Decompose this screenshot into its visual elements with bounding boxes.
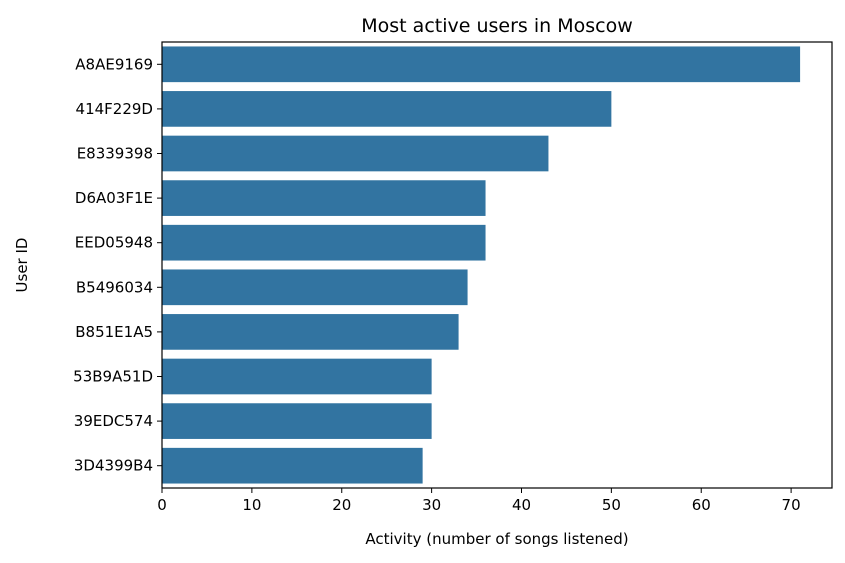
x-axis: 0 10 20 30 40 50 60 70	[157, 488, 801, 514]
x-tick-label: 50	[602, 496, 621, 514]
bar-D6A03F1E	[162, 180, 486, 216]
bar-A8AE9169	[162, 46, 801, 83]
bar-39EDC574	[162, 403, 432, 439]
y-tick-label: 3D4399B4	[74, 457, 153, 475]
y-tick-label: 414F229D	[76, 100, 153, 118]
y-tick-label: A8AE9169	[75, 55, 153, 73]
y-tick-label: B5496034	[76, 278, 153, 296]
bars-group	[162, 46, 801, 484]
y-axis-label: User ID	[13, 238, 31, 293]
x-tick-label: 20	[332, 496, 351, 514]
x-tick-label: 10	[242, 496, 261, 514]
x-tick-label: 30	[422, 496, 441, 514]
x-tick-label: 40	[512, 496, 531, 514]
x-tick-label: 70	[782, 496, 801, 514]
x-tick-label: 60	[692, 496, 711, 514]
bar-B5496034	[162, 269, 468, 306]
y-tick-label: D6A03F1E	[75, 189, 153, 207]
x-axis-label: Activity (number of songs listened)	[365, 530, 628, 548]
y-tick-label: E8339398	[77, 145, 153, 163]
chart-title: Most active users in Moscow	[361, 15, 632, 37]
bar-414F229D	[162, 91, 612, 127]
bar-3D4399B4	[162, 447, 423, 484]
y-tick-label: 39EDC574	[74, 412, 153, 430]
plot-frame	[161, 41, 833, 489]
bar-B851E1A5	[162, 314, 459, 350]
y-tick-label: 53B9A51D	[73, 368, 153, 386]
y-axis: A8AE9169 414F229D E8339398 D6A03F1E EED05948…	[73, 55, 162, 475]
x-tick-label: 0	[157, 496, 167, 514]
bar-53B9A51D	[162, 358, 432, 395]
y-tick-label: EED05948	[75, 234, 153, 252]
y-tick-label: B851E1A5	[75, 323, 153, 341]
bar-EED05948	[162, 224, 486, 261]
bar-E8339398	[162, 135, 549, 172]
